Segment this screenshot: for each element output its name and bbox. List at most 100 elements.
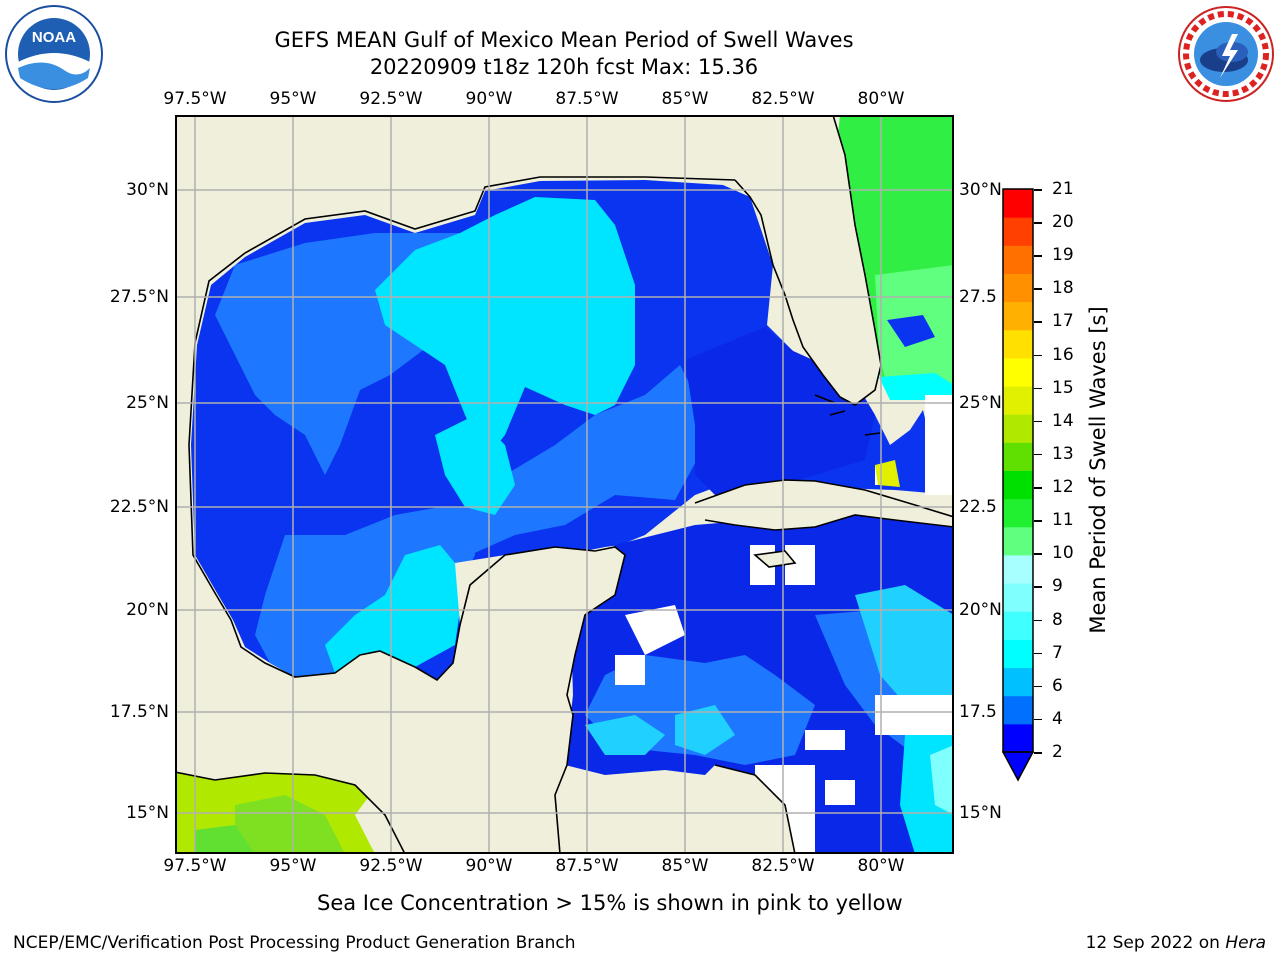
colorbar-tick-mark	[1034, 553, 1042, 555]
colorbar-bin	[1003, 357, 1033, 387]
lon-label-bottom: 95°W	[269, 856, 317, 876]
colorbar-tick-label: 4	[1052, 708, 1063, 729]
lat-label-left: 17.5°N	[109, 702, 169, 722]
colorbar-tick-label: 11	[1052, 510, 1074, 531]
colorbar-bin	[1003, 498, 1033, 528]
colorbar-tick-mark	[1034, 354, 1042, 357]
colorbar-tick-label: 18	[1052, 278, 1074, 299]
lon-label-bottom: 80°W	[857, 856, 905, 876]
colorbar-tick-label: 21	[1052, 179, 1074, 199]
colorbar-bin	[1003, 526, 1033, 556]
colorbar	[1001, 188, 1035, 782]
land-us-gulf-coast	[175, 115, 833, 663]
lat-label-left: 15°N	[126, 803, 169, 823]
colorbar-tick-mark	[1034, 321, 1042, 323]
lat-label-right: 17.5	[959, 702, 997, 722]
land-yucatan	[355, 547, 625, 854]
footer-date: 12 Sep 2022 on Hera	[1085, 933, 1266, 953]
colorbar-bin	[1003, 245, 1033, 274]
no-data-region	[925, 395, 954, 495]
lon-label-bottom: 92.5°W	[359, 856, 423, 876]
colorbar-tick-mark	[1034, 752, 1042, 754]
lon-label-top: 92.5°W	[359, 89, 423, 109]
coastlines	[175, 115, 954, 854]
colorbar-tick-mark	[1034, 387, 1042, 390]
colorbar-tick-mark	[1034, 453, 1042, 456]
colorbar-tick-mark	[1034, 586, 1042, 588]
land-florida	[723, 115, 881, 405]
colorbar-bin	[1003, 414, 1033, 443]
colorbar-bin	[1003, 611, 1033, 640]
chart-subtitle: 20220909 t18z 120h fcst Max: 15.36	[369, 55, 759, 79]
national-weather-service-logo	[1176, 4, 1276, 104]
footer-credit: NCEP/EMC/Verification Post Processing Pr…	[13, 933, 576, 953]
colorbar-tick-mark	[1034, 520, 1042, 522]
lat-label-right: 20°N	[959, 600, 1002, 620]
lon-label-top: 82.5°W	[751, 89, 815, 109]
colorbar-tick-label: 2	[1052, 742, 1063, 762]
colorbar-tick-label: 8	[1052, 609, 1063, 630]
lon-label-bottom: 85°W	[661, 856, 709, 876]
colorbar-tick-mark	[1034, 685, 1042, 688]
colorbar-bin	[1003, 667, 1033, 697]
noaa-logo: NOAA	[4, 4, 104, 104]
lon-label-bottom: 90°W	[465, 856, 513, 876]
colorbar-bin	[1003, 639, 1033, 669]
colorbar-tick-label: 16	[1052, 344, 1074, 365]
colorbar-tick-mark	[1034, 420, 1042, 423]
colorbar-tick-mark	[1034, 255, 1042, 257]
lon-label-top: 97.5°W	[163, 89, 227, 109]
chart-title: GEFS MEAN Gulf of Mexico Mean Period of …	[274, 28, 854, 52]
colorbar-bin	[1003, 329, 1033, 359]
colorbar-tick-mark	[1034, 288, 1042, 290]
colorbar-bin	[1003, 583, 1033, 612]
colorbar-tick-label: 7	[1052, 642, 1063, 663]
colorbar-bin	[1003, 470, 1033, 500]
colorbar-bin	[1003, 189, 1033, 218]
colorbar-bin	[1003, 386, 1033, 415]
svg-text:NOAA: NOAA	[32, 29, 76, 46]
colorbar-tick-label: 15	[1052, 377, 1074, 398]
swell-period-map	[175, 115, 954, 854]
lat-label-right: 25°N	[959, 393, 1002, 413]
lon-label-top: 90°W	[465, 89, 513, 109]
sea-ice-note: Sea Ice Concentration > 15% is shown in …	[317, 891, 903, 915]
lat-label-right: 15°N	[959, 803, 1002, 823]
land-cuba	[695, 480, 954, 530]
colorbar-tick-mark	[1034, 718, 1042, 721]
lon-label-bottom: 87.5°W	[555, 856, 619, 876]
lat-label-left: 20°N	[126, 600, 169, 620]
colorbar-bin	[1003, 723, 1033, 753]
land-mexico	[175, 651, 437, 785]
lat-label-left: 22.5°N	[109, 497, 169, 517]
colorbar-tick-mark	[1034, 487, 1042, 489]
lat-label-left: 25°N	[126, 393, 169, 413]
colorbar-tick-label: 10	[1052, 543, 1074, 564]
colorbar-tick-label: 20	[1052, 212, 1074, 233]
colorbar-extend-min	[1001, 751, 1035, 782]
lat-label-right: 27.5	[959, 287, 997, 307]
colorbar-tick-mark	[1034, 652, 1042, 655]
lat-label-right: 30°N	[959, 180, 1002, 200]
colorbar-bin	[1003, 554, 1033, 584]
land-central-america	[665, 765, 795, 854]
lon-label-top: 80°W	[857, 89, 905, 109]
lat-label-left: 30°N	[126, 180, 169, 200]
lon-label-bottom: 97.5°W	[163, 856, 227, 876]
lon-label-top: 95°W	[269, 89, 317, 109]
map-area	[175, 115, 954, 854]
lon-label-bottom: 82.5°W	[751, 856, 815, 876]
map-frame	[175, 115, 954, 854]
lon-label-top: 85°W	[661, 89, 709, 109]
colorbar-tick-label: 14	[1052, 410, 1074, 431]
colorbar-tick-label: 6	[1052, 675, 1063, 696]
colorbar-tick-mark	[1034, 189, 1042, 191]
colorbar-tick-label: 12	[1052, 477, 1074, 498]
colorbar-tick-label: 9	[1052, 576, 1063, 597]
colorbar-tick-mark	[1034, 222, 1042, 224]
colorbar-bin	[1003, 442, 1033, 471]
colorbar-bin	[1003, 695, 1033, 725]
lat-label-left: 27.5°N	[109, 287, 169, 307]
colorbar-tick-label: 13	[1052, 443, 1074, 464]
colorbar-tick-label: 17	[1052, 311, 1074, 332]
